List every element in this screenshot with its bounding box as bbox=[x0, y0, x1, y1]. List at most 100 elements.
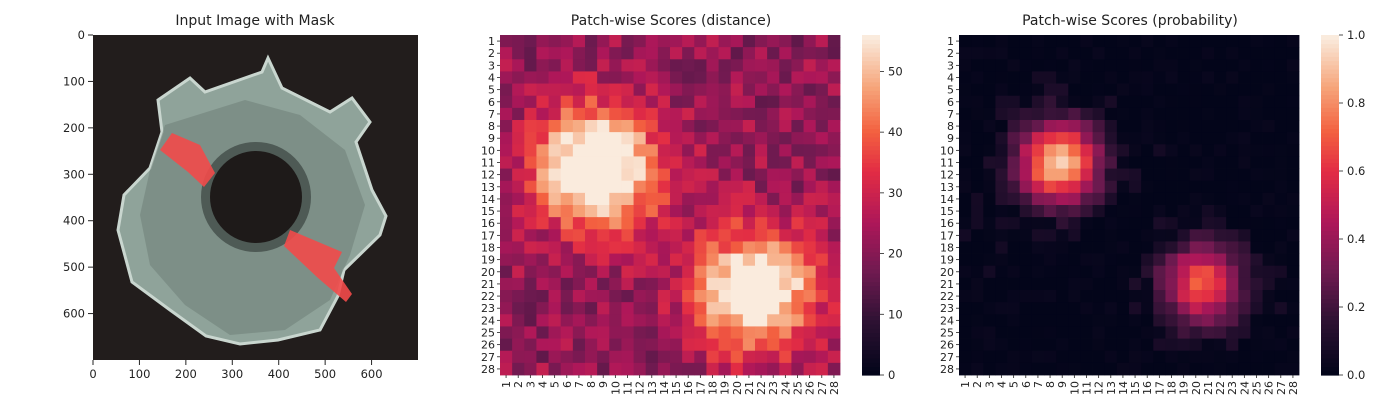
heatmap-cell bbox=[548, 95, 562, 109]
heatmap-cell bbox=[670, 107, 683, 121]
heatmap-cell bbox=[730, 277, 744, 291]
heatmap-cell bbox=[572, 83, 586, 97]
heatmap-cell bbox=[1092, 362, 1106, 376]
xtick-label: 27 bbox=[1275, 381, 1288, 395]
heatmap-cell bbox=[609, 35, 622, 48]
heatmap-cell bbox=[1177, 314, 1191, 327]
heatmap-cell bbox=[730, 95, 744, 109]
heatmap-cell bbox=[742, 253, 756, 267]
heatmap-cell bbox=[609, 350, 622, 364]
heatmap-cell bbox=[1238, 47, 1251, 60]
heatmap-cell bbox=[1092, 290, 1106, 303]
heatmap-cell bbox=[1201, 156, 1215, 169]
heatmap-cell bbox=[1068, 338, 1081, 352]
heatmap-cell bbox=[1056, 168, 1069, 182]
heatmap-cell bbox=[645, 302, 659, 315]
heatmap-cell bbox=[755, 362, 768, 376]
heatmap-cell bbox=[1007, 144, 1021, 157]
heatmap-cell bbox=[1007, 83, 1021, 97]
colorbar-segment bbox=[862, 39, 880, 45]
heatmap-cell bbox=[730, 338, 744, 352]
heatmap-cell bbox=[1286, 192, 1300, 206]
heatmap-cell bbox=[1019, 35, 1033, 48]
heatmap-cell bbox=[694, 83, 707, 97]
heatmap-cell bbox=[1141, 362, 1154, 376]
heatmap-cell bbox=[670, 217, 683, 230]
heatmap-cell bbox=[1214, 132, 1227, 145]
heatmap-cell bbox=[1104, 71, 1118, 84]
heatmap-cell bbox=[1286, 290, 1300, 303]
heatmap-cell bbox=[597, 180, 610, 194]
heatmap-cell bbox=[767, 180, 780, 194]
heatmap-cell bbox=[585, 241, 598, 254]
xtick-label: 20 bbox=[1190, 381, 1203, 395]
heatmap-cell bbox=[755, 168, 768, 182]
heatmap-cell bbox=[730, 290, 744, 303]
ytick-label: 6 bbox=[947, 96, 954, 109]
heatmap-cell bbox=[1286, 83, 1300, 97]
heatmap-cell bbox=[971, 314, 984, 327]
heatmap-cell bbox=[983, 350, 996, 364]
heatmap-cell bbox=[730, 362, 744, 376]
img-xtick-label: 600 bbox=[361, 367, 383, 381]
heatmap-cell bbox=[682, 107, 695, 121]
heatmap-cell bbox=[512, 338, 525, 352]
heatmap-cell bbox=[572, 326, 586, 339]
heatmap-cell bbox=[1129, 156, 1142, 169]
heatmap-cell bbox=[500, 314, 513, 327]
heatmap-cell bbox=[983, 35, 996, 48]
heatmap-cell bbox=[548, 47, 562, 60]
heatmap-cell bbox=[633, 205, 647, 218]
heatmap-cell bbox=[1250, 362, 1263, 376]
heatmap-cell bbox=[1250, 192, 1263, 206]
heatmap-cell bbox=[1286, 120, 1300, 133]
heatmap-cell bbox=[983, 217, 996, 230]
heatmap-cell bbox=[995, 350, 1008, 364]
colorbar-segment bbox=[862, 132, 880, 138]
colorbar-segment bbox=[1321, 107, 1339, 113]
heatmap-cell bbox=[1274, 47, 1288, 60]
heatmap-cell bbox=[1019, 156, 1033, 169]
heatmap-cell bbox=[1238, 290, 1251, 303]
colorbar-segment bbox=[862, 158, 880, 164]
heatmap-cell bbox=[718, 241, 732, 254]
colorbar-segment bbox=[862, 256, 880, 261]
heatmap-cell bbox=[1274, 180, 1288, 194]
ytick-label: 26 bbox=[481, 339, 495, 352]
heatmap-cell bbox=[536, 107, 549, 121]
heatmap-cell bbox=[548, 107, 562, 121]
heatmap-cell bbox=[767, 95, 780, 109]
heatmap-cell bbox=[1250, 71, 1263, 84]
xtick-label: 17 bbox=[1153, 381, 1166, 395]
heatmap-cell bbox=[1262, 229, 1276, 242]
img-xtick-label: 200 bbox=[175, 367, 197, 381]
heatmap-cell bbox=[694, 326, 707, 339]
ytick-label: 18 bbox=[940, 242, 954, 255]
heatmap-cell bbox=[1129, 253, 1142, 267]
heatmap-cell bbox=[959, 83, 972, 97]
heatmap-cell bbox=[995, 168, 1008, 182]
heatmap-cell bbox=[1141, 71, 1154, 84]
heatmap-cell bbox=[560, 83, 574, 97]
heatmap-cell bbox=[1116, 107, 1130, 121]
heatmap-cell bbox=[1274, 326, 1288, 339]
heatmap-cell bbox=[1068, 362, 1081, 376]
heatmap-cell bbox=[512, 83, 525, 97]
heatmap-cell bbox=[718, 326, 732, 339]
colorbar-segment bbox=[862, 154, 880, 159]
heatmap-cell bbox=[791, 229, 804, 242]
heatmap-cell bbox=[1116, 265, 1130, 279]
heatmap-cell bbox=[718, 217, 732, 230]
heatmap-cell bbox=[1044, 59, 1057, 72]
heatmap-cell bbox=[597, 205, 610, 218]
heatmap-cell bbox=[1080, 338, 1093, 352]
heatmap-cell bbox=[1092, 59, 1106, 72]
heatmap-cell bbox=[1129, 107, 1142, 121]
heatmap-cell bbox=[1056, 132, 1069, 145]
heatmap-cell bbox=[1141, 59, 1154, 72]
heatmap-cell bbox=[633, 241, 647, 254]
heatmap-cell bbox=[1165, 59, 1178, 72]
heatmap-cell bbox=[548, 168, 562, 182]
heatmap-cell bbox=[597, 47, 610, 60]
